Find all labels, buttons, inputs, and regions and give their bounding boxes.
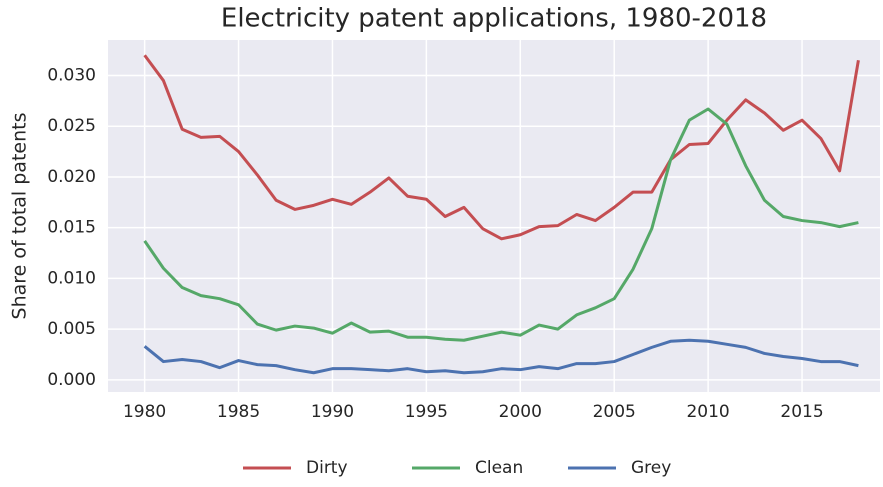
x-tick-label: 1985 xyxy=(217,402,260,422)
y-tick-label: 0.020 xyxy=(47,167,96,187)
line-series xyxy=(143,338,859,375)
legend-label: Grey xyxy=(631,458,671,478)
y-tick-label: 0.015 xyxy=(47,218,96,238)
x-tick-label: 1980 xyxy=(123,402,166,422)
x-tick-label: 2010 xyxy=(686,402,729,422)
x-tick-label: 1995 xyxy=(405,402,448,422)
line-series xyxy=(143,107,859,342)
chart-title: Electricity patent applications, 1980-20… xyxy=(221,4,767,34)
line-series xyxy=(143,54,860,241)
x-tick-label: 2015 xyxy=(780,402,823,422)
legend-label: Clean xyxy=(475,458,523,478)
y-tick-label: 0.000 xyxy=(47,370,96,390)
y-tick-label: 0.010 xyxy=(47,268,96,288)
y-tick-label: 0.025 xyxy=(47,116,96,136)
x-tick-label: 2005 xyxy=(593,402,636,422)
y-tick-label: 0.005 xyxy=(47,319,96,339)
x-tick-label: 1990 xyxy=(311,402,354,422)
plot-background xyxy=(108,40,880,392)
legend-label: Dirty xyxy=(306,458,348,478)
y-tick-label: 0.030 xyxy=(47,66,96,86)
y-axis-label: Share of total patents xyxy=(9,113,31,320)
x-tick-label: 2000 xyxy=(499,402,542,422)
